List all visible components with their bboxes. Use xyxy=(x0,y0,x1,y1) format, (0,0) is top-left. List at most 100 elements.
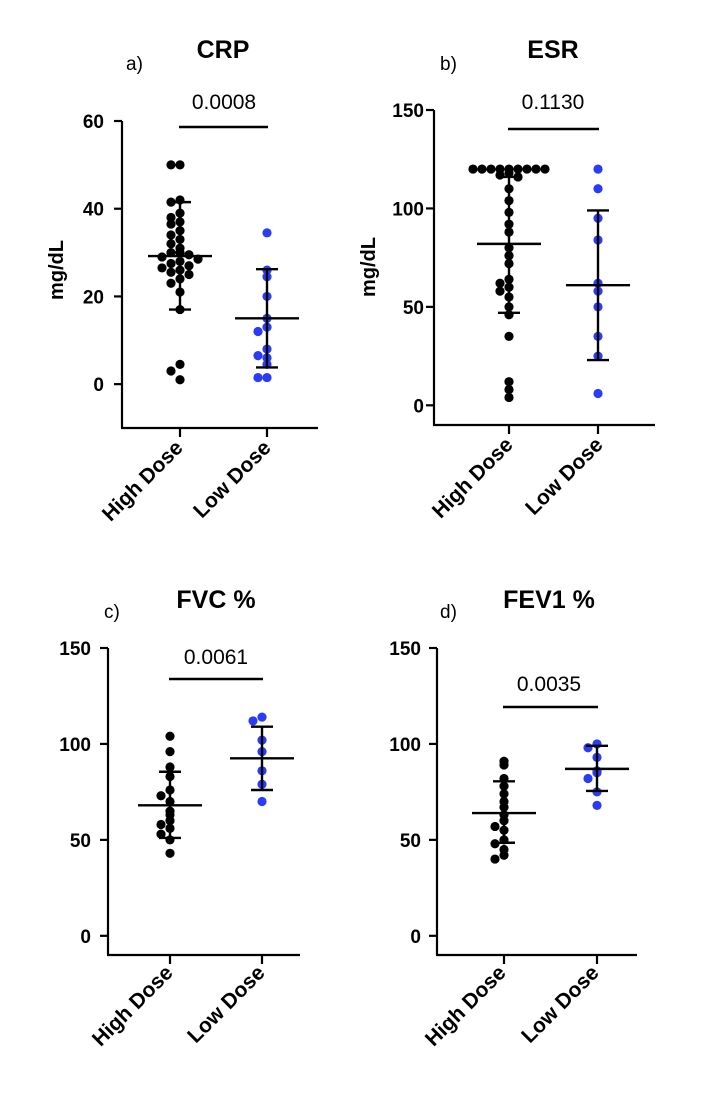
high-dose-point xyxy=(522,164,532,174)
low-dose-point xyxy=(262,228,272,238)
high-dose-point xyxy=(531,164,541,174)
high-dose-point xyxy=(166,219,176,229)
high-dose-point xyxy=(504,377,514,387)
high-dose-point xyxy=(165,762,175,772)
chart-title: FVC % xyxy=(176,586,255,614)
high-dose-point xyxy=(175,160,185,170)
p-value: 0.0008 xyxy=(192,91,256,114)
y-tick-label: 150 xyxy=(59,639,91,660)
high-dose-point xyxy=(156,791,166,801)
high-dose-point xyxy=(166,212,176,223)
high-dose-point xyxy=(166,230,176,240)
y-tick-label: 40 xyxy=(83,200,104,221)
y-tick-label: 0 xyxy=(93,375,104,396)
low-dose-point xyxy=(592,800,602,810)
category-label-high: High Dose xyxy=(428,433,518,523)
high-dose-point xyxy=(166,366,176,376)
low-dose-point xyxy=(253,326,263,337)
category-label-high: High Dose xyxy=(88,961,178,1051)
panel-d: d) FEV1 % 0.0035 High Dose Low Dose 0 50 1… xyxy=(389,586,637,1051)
low-dose-point xyxy=(253,372,263,383)
y-axis-label: mg/dL xyxy=(358,237,380,297)
category-label-low: Low Dose xyxy=(189,436,275,522)
panel-a: a) CRP 0.0008 mg/dL High Dose Low Dose 0… xyxy=(46,36,318,526)
p-value: 0.0061 xyxy=(184,646,248,669)
y-tick-label: 0 xyxy=(410,927,421,948)
p-value: 0.1130 xyxy=(522,91,585,114)
y-tick-label: 20 xyxy=(83,287,104,308)
category-label-high: High Dose xyxy=(421,961,511,1051)
high-dose-point xyxy=(166,239,176,249)
y-tick-label: 150 xyxy=(389,639,421,660)
high-dose-point xyxy=(486,164,496,174)
high-dose-point xyxy=(166,160,176,170)
high-dose-point xyxy=(513,164,523,174)
panel-letter: b) xyxy=(440,54,457,75)
high-dose-point xyxy=(499,760,509,770)
chart-title: CRP xyxy=(197,36,250,64)
high-dose-point xyxy=(156,829,166,839)
high-dose-point xyxy=(504,168,514,178)
y-tick-label: 100 xyxy=(59,735,91,756)
low-dose-point xyxy=(262,372,272,383)
low-dose-point xyxy=(593,164,603,174)
low-dose-point xyxy=(248,716,258,726)
high-dose-point xyxy=(165,731,175,741)
high-dose-point xyxy=(490,854,500,864)
high-dose-point xyxy=(166,278,176,288)
high-dose-point xyxy=(184,269,194,280)
high-dose-point xyxy=(495,278,505,288)
high-dose-point xyxy=(166,247,176,258)
low-dose-point xyxy=(593,388,603,399)
category-label-low: Low Dose xyxy=(517,961,603,1047)
y-tick-label: 50 xyxy=(403,298,424,319)
high-dose-point xyxy=(165,747,175,757)
category-label-high: High Dose xyxy=(98,436,188,526)
p-value: 0.0035 xyxy=(517,673,581,696)
low-dose-point xyxy=(583,743,593,753)
low-dose-point xyxy=(257,712,267,722)
y-tick-label: 100 xyxy=(389,735,421,756)
y-tick-label: 0 xyxy=(80,927,91,948)
y-tick-label: 50 xyxy=(400,831,421,852)
high-dose-point xyxy=(165,848,175,858)
high-dose-point xyxy=(166,267,176,277)
high-dose-point xyxy=(495,286,505,296)
low-dose-point xyxy=(583,773,593,784)
y-tick-label: 0 xyxy=(413,396,424,417)
high-dose-point xyxy=(499,850,509,860)
high-dose-point xyxy=(156,819,166,830)
low-dose-point xyxy=(257,796,267,807)
y-tick-label: 100 xyxy=(392,199,424,220)
low-dose-point xyxy=(593,184,603,194)
high-dose-point xyxy=(504,392,514,403)
chart-title: FEV1 % xyxy=(503,586,595,614)
y-tick-label: 50 xyxy=(70,831,91,852)
high-dose-point xyxy=(490,821,500,832)
category-label-low: Low Dose xyxy=(521,433,607,519)
y-tick-label: 60 xyxy=(83,112,104,133)
panel-letter: c) xyxy=(104,602,120,623)
high-dose-point xyxy=(157,263,167,273)
high-dose-point xyxy=(477,164,487,174)
y-tick-label: 150 xyxy=(392,101,424,122)
high-dose-point xyxy=(166,258,176,269)
y-axis-label: mg/dL xyxy=(46,240,68,300)
high-dose-point xyxy=(184,261,194,271)
high-dose-point xyxy=(504,331,514,342)
chart-title: ESR xyxy=(527,36,578,64)
panel-c: c) FVC % 0.0061 High Dose Low Dose 0 50 10… xyxy=(59,586,300,1051)
high-dose-point xyxy=(495,170,505,180)
high-dose-point xyxy=(504,384,514,395)
panel-letter: d) xyxy=(440,602,457,623)
high-dose-point xyxy=(540,164,550,174)
high-dose-point xyxy=(184,250,194,260)
high-dose-point xyxy=(175,375,185,385)
category-label-low: Low Dose xyxy=(183,961,269,1047)
high-dose-point xyxy=(468,164,478,174)
panel-b: b) ESR 0.1130 mg/dL High Dose Low Dose 0… xyxy=(358,36,655,523)
panel-letter: a) xyxy=(126,54,143,75)
high-dose-point xyxy=(175,359,185,370)
low-dose-point xyxy=(253,351,263,361)
